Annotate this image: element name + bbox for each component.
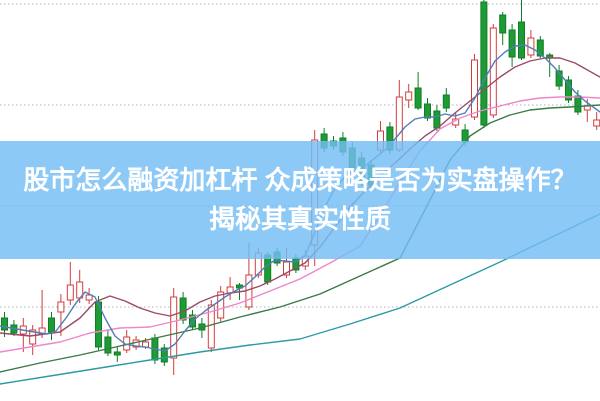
candle-up xyxy=(66,262,74,305)
candle-body xyxy=(555,70,563,87)
candle-up xyxy=(170,288,178,375)
candle-up xyxy=(217,286,225,322)
candle-body xyxy=(104,336,112,354)
candle-up xyxy=(489,24,497,118)
candle-body xyxy=(113,351,121,356)
candle-body xyxy=(414,87,422,109)
candle-body xyxy=(95,301,102,348)
candle-body xyxy=(207,304,215,349)
candle-down xyxy=(113,346,121,362)
candle-down xyxy=(518,0,525,60)
candle-up xyxy=(57,294,65,336)
candle-body xyxy=(283,261,290,276)
candle-body xyxy=(499,14,507,34)
candle-down xyxy=(442,88,450,112)
headline-line-1: 股市怎么融资加杠杆 众成策略是否为实盘操作？ xyxy=(23,165,577,196)
candle-body xyxy=(480,1,488,126)
candle-body xyxy=(85,294,93,301)
candle-body xyxy=(508,29,516,58)
candle-up xyxy=(593,112,600,130)
candle-down xyxy=(565,76,572,103)
candle-up xyxy=(405,84,413,108)
candle-down xyxy=(480,0,488,128)
candle-down xyxy=(48,312,55,340)
candle-down xyxy=(104,330,112,356)
ma-slow-teal xyxy=(0,213,600,385)
candle-down xyxy=(499,12,507,45)
candle-body xyxy=(29,329,37,345)
candle-body xyxy=(471,59,478,118)
candle-down xyxy=(508,24,516,67)
candle-body xyxy=(48,317,55,333)
candle-body xyxy=(536,39,544,57)
candle-body xyxy=(405,91,413,101)
candle-down xyxy=(414,72,422,110)
candle-up xyxy=(85,288,93,304)
candle-body xyxy=(565,79,572,101)
headline-banner: 股市怎么融资加杠杆 众成策略是否为实盘操作？ 揭秘其真实性质 xyxy=(0,141,600,259)
candle-body xyxy=(160,347,168,363)
candle-body xyxy=(442,94,450,109)
candle-up xyxy=(207,300,215,352)
candle-up xyxy=(38,290,46,338)
candle-body xyxy=(1,317,8,331)
candle-body xyxy=(593,119,600,127)
candle-body xyxy=(433,110,441,129)
candle-body xyxy=(518,21,525,59)
candle-body xyxy=(574,95,582,113)
headline-line-2: 揭秘其真实性质 xyxy=(208,203,391,234)
candle-body xyxy=(424,103,431,119)
candle-body xyxy=(179,297,187,321)
candle-down xyxy=(555,65,563,90)
candle-body xyxy=(170,296,178,359)
candle-body xyxy=(57,301,65,313)
candle-up xyxy=(123,330,131,353)
candle-body xyxy=(264,254,272,283)
candle-up xyxy=(226,277,234,300)
candle-up xyxy=(527,30,535,58)
candle-body xyxy=(217,291,225,319)
candle-down xyxy=(160,344,168,366)
candle-body xyxy=(66,284,74,301)
candle-up xyxy=(471,54,478,120)
candle-body xyxy=(489,27,497,116)
candle-up xyxy=(29,325,37,355)
